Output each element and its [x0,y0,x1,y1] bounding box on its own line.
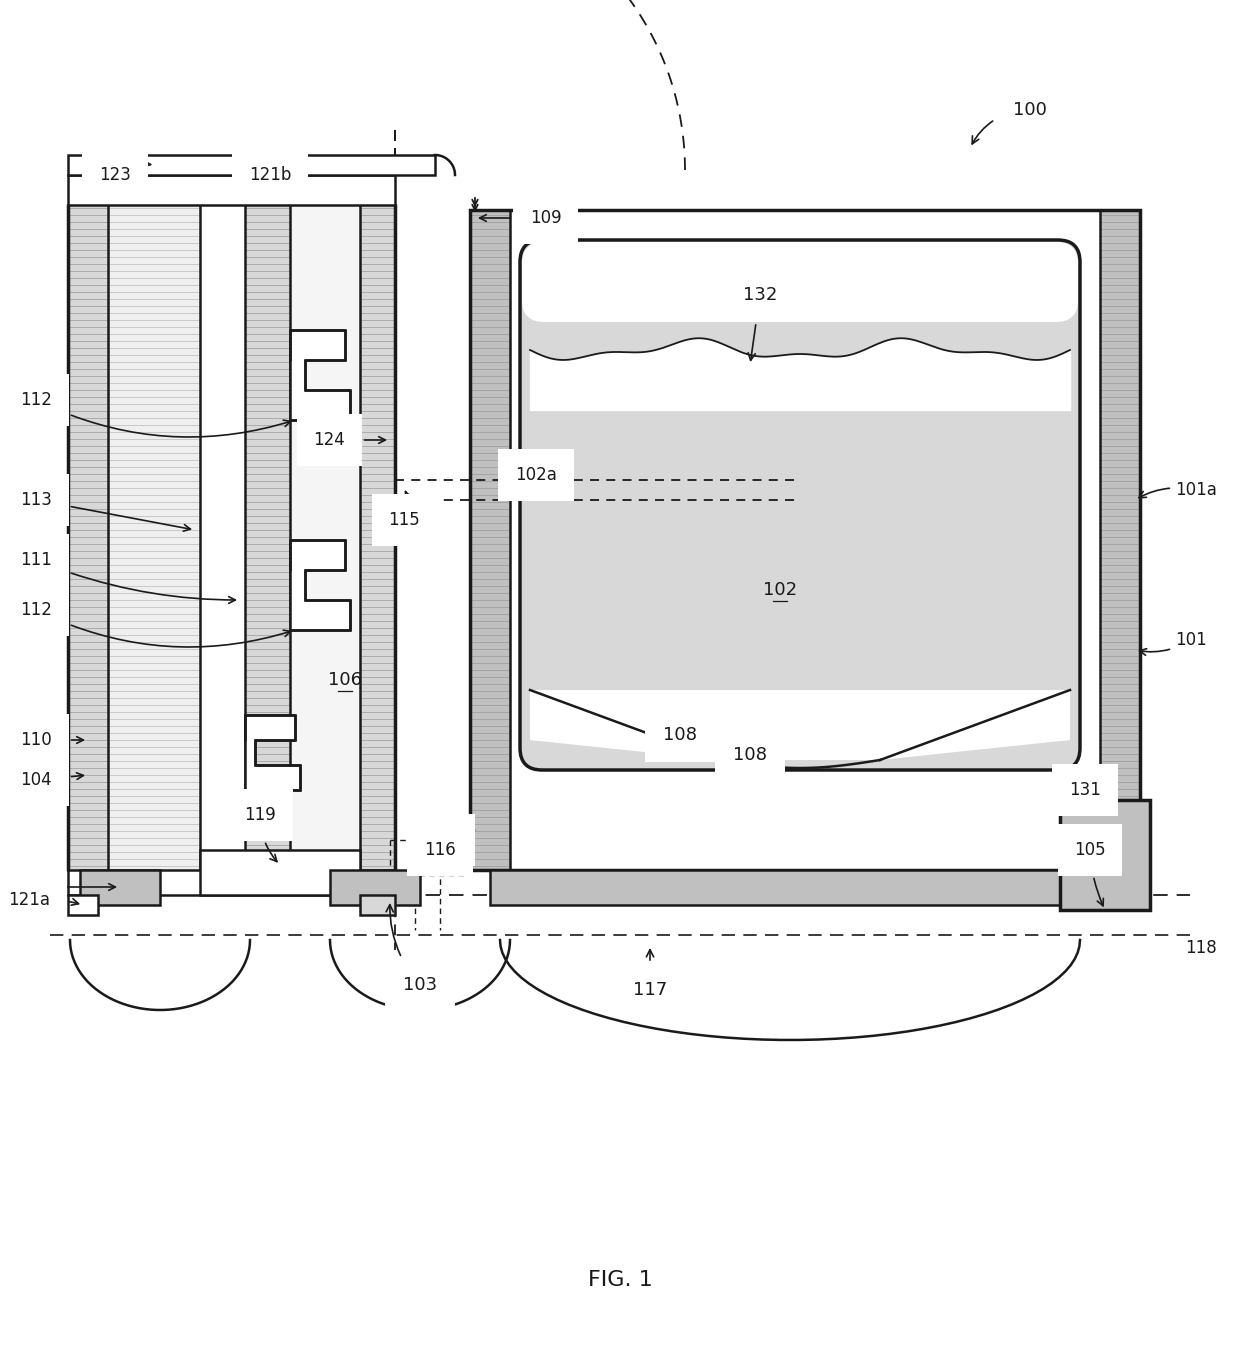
Text: 123: 123 [99,160,151,185]
Text: 116: 116 [424,841,456,858]
Text: FIG. 1: FIG. 1 [588,1270,652,1290]
Polygon shape [290,540,350,630]
Bar [81,869,160,905]
Text: 118: 118 [1185,939,1216,957]
Bar [68,175,396,205]
Text: 104: 104 [20,771,83,789]
Text: 131: 131 [1069,781,1101,805]
Bar [200,850,360,895]
Bar [470,211,510,869]
Text: 112: 112 [20,601,290,647]
Bar [246,205,290,869]
Text: 108: 108 [733,746,768,764]
Text: 100: 100 [972,101,1047,144]
Text: 110: 110 [20,731,83,749]
Text: 106: 106 [329,671,362,689]
Text: 107: 107 [427,827,475,849]
Bar [68,154,435,175]
Bar [330,869,420,905]
Bar [360,895,396,915]
Text: 124: 124 [314,431,386,448]
Text: 108: 108 [661,726,697,756]
FancyBboxPatch shape [522,242,1078,323]
FancyBboxPatch shape [520,241,1080,770]
Text: 109: 109 [480,209,562,227]
Text: 121a: 121a [7,891,78,909]
Text: 102a: 102a [515,466,557,484]
Text: 105: 105 [1074,841,1106,906]
Text: 101: 101 [1140,632,1207,655]
Text: 115: 115 [388,491,420,529]
Polygon shape [529,690,1070,760]
Bar [108,205,200,869]
Bar [510,211,1100,869]
Text: 103: 103 [386,905,436,994]
Text: 102: 102 [763,581,797,599]
Bar [68,205,108,869]
Text: 131: 131 [19,878,115,895]
Text: 119: 119 [244,807,277,861]
Text: 113: 113 [20,491,191,532]
Text: 117: 117 [632,950,667,999]
Bar [68,869,396,895]
Polygon shape [290,329,350,420]
Text: 112: 112 [20,391,290,437]
Bar [68,895,98,915]
Bar [290,205,360,869]
Text: 111: 111 [20,551,236,603]
Text: 101a: 101a [1140,481,1216,499]
Bar [1060,800,1149,910]
Bar [490,869,1080,905]
Text: 132: 132 [743,286,777,361]
Bar [470,211,1140,869]
Text: 121b: 121b [249,165,296,197]
Bar [360,205,396,869]
Bar [1100,211,1140,869]
Polygon shape [246,715,300,790]
